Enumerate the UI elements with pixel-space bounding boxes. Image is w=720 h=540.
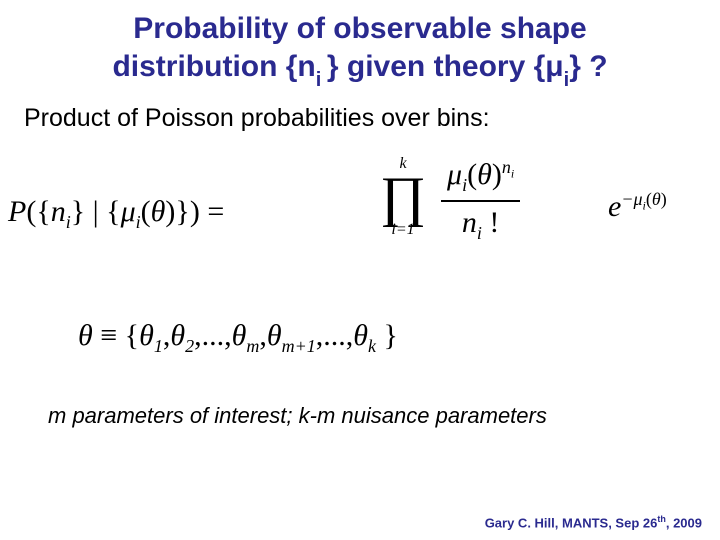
theta-vector: θ	[78, 319, 93, 353]
footer-text-b: , 2009	[666, 515, 702, 530]
parameters-note: m parameters of interest; k-m nuisance p…	[0, 357, 720, 429]
product-symbol: ∏	[380, 173, 426, 221]
fraction-denominator: ni !	[441, 206, 520, 244]
title-line2a: distribution {n	[112, 50, 315, 83]
fraction: μi(θ)ni ni !	[441, 157, 520, 244]
exponential-term: e−μi(θ)	[608, 189, 667, 224]
product-operator: k ∏ i=1	[380, 155, 426, 239]
main-equation: P({ni} | {μi(θ)}) = k ∏ i=1 μi(θ)ni ni !…	[0, 141, 720, 301]
subtitle: Product of Poisson probabilities over bi…	[0, 96, 720, 141]
title-line1: Probability of observable shape	[133, 12, 586, 45]
fraction-numerator: μi(θ)ni	[441, 157, 520, 196]
footer-text-a: Gary C. Hill, MANTS, Sep 26	[485, 515, 658, 530]
title-sub-i: i	[316, 69, 327, 91]
title-line2b: } given theory {μ	[327, 50, 564, 83]
fraction-bar	[441, 200, 520, 202]
title-sub-i2: i	[564, 69, 570, 91]
title-line2c: } ?	[569, 50, 607, 83]
equation-lhs: P({ni} | {μi(θ)}) =	[8, 195, 224, 233]
slide-title: Probability of observable shape distribu…	[0, 0, 720, 96]
footer-th: th	[657, 514, 666, 524]
footer-attribution: Gary C. Hill, MANTS, Sep 26th, 2009	[485, 514, 702, 530]
theta-definition: θ ≡ {θ1,θ2,...,θm,θm+1,...,θk }	[0, 301, 720, 357]
